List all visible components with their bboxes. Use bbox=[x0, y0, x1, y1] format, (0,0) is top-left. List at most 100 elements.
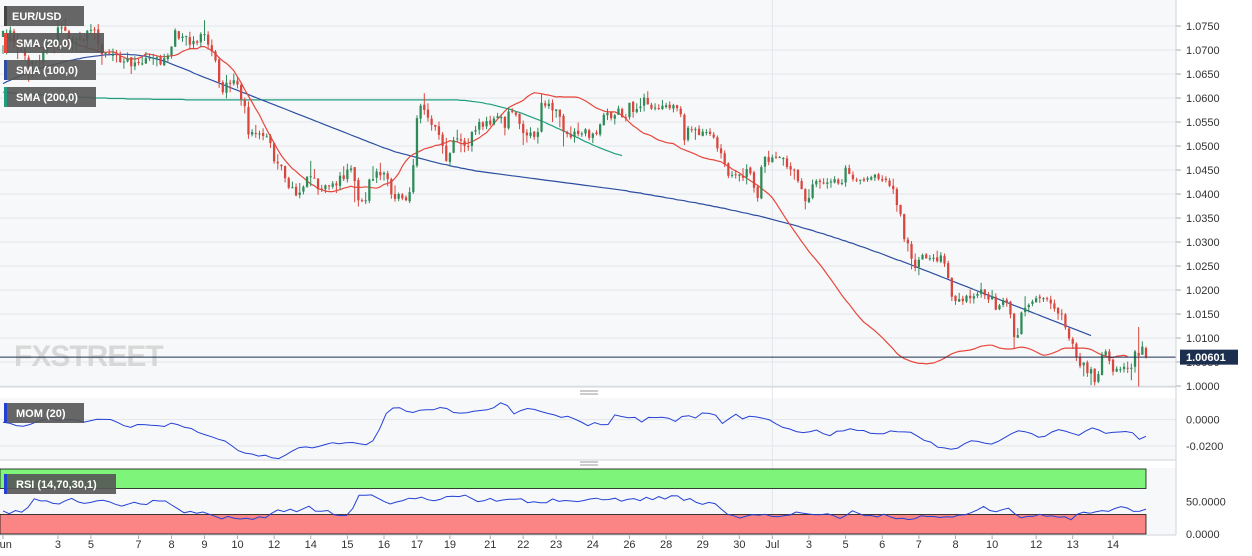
candle-body bbox=[980, 289, 983, 294]
candle bbox=[207, 31, 210, 50]
candle-body bbox=[573, 131, 576, 137]
candle bbox=[192, 36, 195, 50]
time-tick-label: 29 bbox=[697, 539, 709, 551]
candle bbox=[1089, 366, 1093, 386]
candle-body bbox=[401, 194, 404, 199]
candle bbox=[283, 165, 287, 183]
candle-body bbox=[804, 189, 807, 202]
candle bbox=[609, 111, 613, 121]
candle bbox=[1042, 297, 1045, 302]
candle-body bbox=[353, 167, 356, 182]
candle bbox=[492, 116, 496, 126]
candle bbox=[635, 103, 638, 114]
candle bbox=[1034, 295, 1038, 303]
candle-body bbox=[540, 102, 543, 132]
time-tick-label: 3 bbox=[806, 539, 812, 551]
candle bbox=[745, 164, 748, 185]
mom-indicator: 0.0000 -0.0200 bbox=[0, 402, 1223, 460]
mom-panel[interactable] bbox=[0, 398, 1176, 460]
candle bbox=[148, 53, 151, 62]
candle-body bbox=[119, 56, 122, 62]
candle bbox=[371, 166, 375, 182]
time-tick-label: 15 bbox=[341, 539, 353, 551]
candle bbox=[837, 178, 840, 185]
candle-body bbox=[789, 166, 792, 170]
candle bbox=[1056, 307, 1060, 320]
candle-body bbox=[342, 175, 345, 180]
candle-body bbox=[1005, 299, 1008, 302]
candle-body bbox=[448, 153, 452, 162]
candle-body bbox=[525, 132, 529, 136]
candle bbox=[1067, 327, 1071, 341]
candle bbox=[980, 282, 983, 298]
time-axis: Jun 3 5 7 8 9 10 12 14 15 16 17 19 21 22 23 24 26 28 29 30 Ju… bbox=[0, 535, 1119, 551]
candle-body bbox=[130, 57, 133, 67]
legend-sma100[interactable]: SMA (100,0) bbox=[4, 60, 96, 80]
candle bbox=[767, 150, 770, 166]
mom-resize-handle[interactable] bbox=[580, 390, 598, 395]
candle-body bbox=[1137, 352, 1140, 356]
candle bbox=[760, 165, 763, 200]
mom-label[interactable]: MOM (20) bbox=[4, 403, 84, 423]
candle-body bbox=[192, 40, 195, 45]
candle bbox=[686, 125, 690, 142]
candle-body bbox=[569, 134, 572, 138]
legend-sma200[interactable]: SMA (200,0) bbox=[4, 87, 96, 107]
candle bbox=[1064, 313, 1067, 330]
candle bbox=[752, 170, 756, 193]
candle-body bbox=[639, 106, 642, 109]
candle bbox=[232, 73, 235, 86]
moving-averages bbox=[2, 34, 1128, 365]
candle-body bbox=[415, 118, 419, 166]
candle-body bbox=[42, 51, 45, 63]
candle bbox=[1078, 352, 1082, 369]
candle-body bbox=[760, 167, 763, 199]
symbol-tag[interactable]: EUR/USD bbox=[4, 6, 84, 26]
candle bbox=[265, 133, 268, 138]
candle-body bbox=[492, 118, 496, 125]
candle bbox=[668, 101, 671, 110]
candle bbox=[177, 30, 180, 40]
time-tick-label: 12 bbox=[1030, 539, 1042, 551]
candle bbox=[613, 113, 616, 125]
candle-body bbox=[881, 179, 884, 181]
candle bbox=[727, 162, 730, 179]
candle bbox=[807, 189, 811, 204]
candle-body bbox=[1053, 303, 1056, 309]
candle bbox=[313, 169, 316, 179]
candle-body bbox=[1130, 367, 1133, 369]
candle-body bbox=[247, 107, 250, 135]
rsi-label[interactable]: RSI (14,70,30,1) bbox=[4, 474, 116, 494]
time-tick-label: 8 bbox=[952, 539, 958, 551]
candle-body bbox=[1027, 304, 1030, 308]
candle-body bbox=[1049, 299, 1052, 304]
candle bbox=[661, 99, 664, 110]
candle-body bbox=[331, 183, 334, 187]
candle-body bbox=[232, 80, 235, 84]
candle bbox=[675, 104, 679, 112]
time-tick-label: Jul bbox=[765, 539, 779, 551]
candle-body bbox=[474, 130, 477, 132]
candle bbox=[690, 126, 693, 133]
candle-body bbox=[148, 57, 151, 59]
rsi-overbought-zone bbox=[0, 468, 1147, 489]
candle-body bbox=[338, 175, 342, 186]
candle-body bbox=[236, 80, 239, 85]
candle bbox=[708, 128, 712, 136]
candle-body bbox=[624, 117, 627, 119]
legend-sma20[interactable]: SMA (20,0) bbox=[4, 33, 104, 53]
candle bbox=[276, 154, 279, 170]
candle bbox=[657, 104, 660, 110]
candle bbox=[1012, 313, 1016, 350]
rsi-resize-handle[interactable] bbox=[580, 461, 598, 466]
candle-body bbox=[371, 179, 375, 181]
candle-body bbox=[1009, 301, 1012, 315]
candle bbox=[353, 167, 356, 203]
rsi-oversold-zone bbox=[0, 514, 1147, 535]
candle-body bbox=[811, 184, 814, 198]
candle bbox=[119, 51, 122, 63]
candle-body bbox=[580, 133, 583, 135]
candle bbox=[551, 99, 554, 122]
candle-body bbox=[335, 183, 338, 186]
